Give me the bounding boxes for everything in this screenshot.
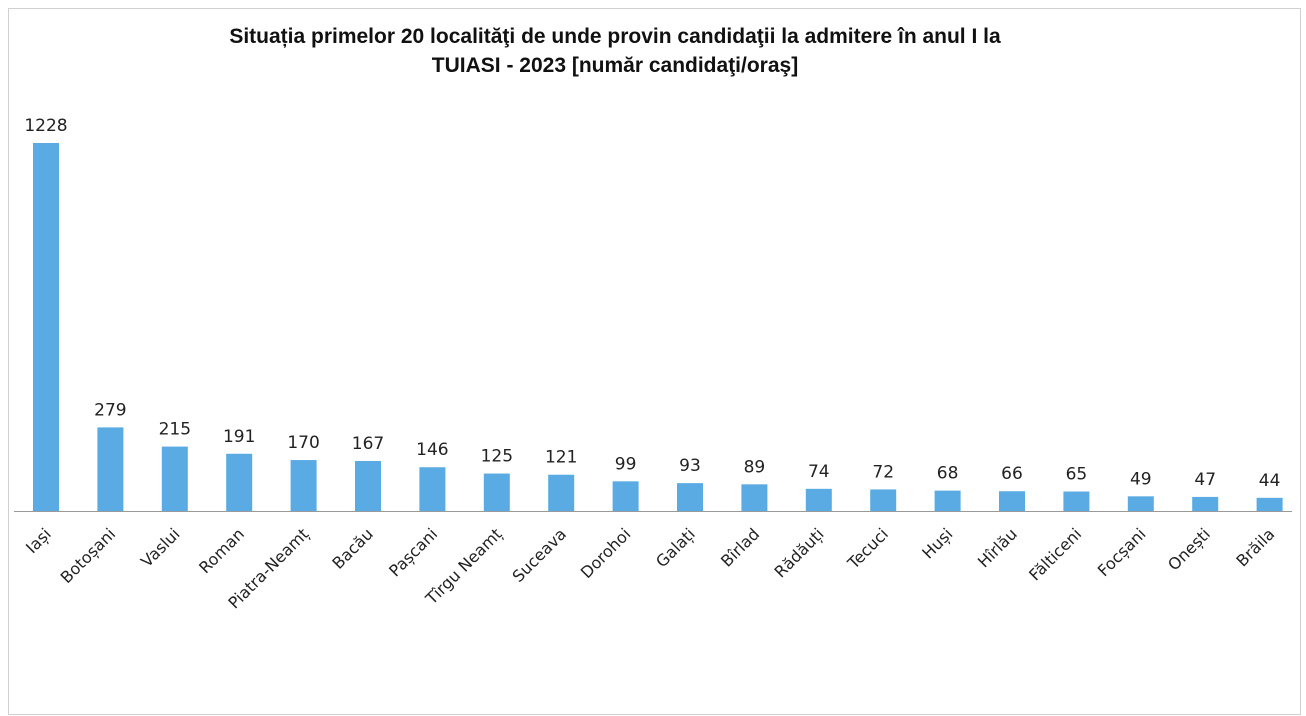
category-tick-label: Onești xyxy=(1164,524,1214,574)
bar xyxy=(999,491,1025,511)
bar xyxy=(33,143,59,511)
data-label: 68 xyxy=(937,464,959,484)
data-label: 167 xyxy=(352,434,384,454)
data-label: 170 xyxy=(287,433,319,453)
category-tick-label: Focșani xyxy=(1094,524,1150,580)
data-label: 44 xyxy=(1259,471,1281,491)
bar xyxy=(97,427,124,511)
data-label: 99 xyxy=(615,454,637,474)
category-tick-label: Tecuci xyxy=(843,524,892,573)
data-label: 65 xyxy=(1066,465,1088,485)
data-label: 125 xyxy=(481,447,513,467)
category-tick-label: Dorohoi xyxy=(577,524,635,582)
category-tick-label: Vaslui xyxy=(137,524,184,571)
bar xyxy=(612,481,639,511)
data-label: 66 xyxy=(1001,464,1023,484)
category-tick-label: Pașcani xyxy=(385,524,441,580)
chart-frame xyxy=(8,8,1301,715)
category-tick-label: Galați xyxy=(652,524,699,571)
bar xyxy=(226,453,253,511)
data-label: 49 xyxy=(1130,469,1152,489)
category-tick-label: Fălticeni xyxy=(1025,524,1085,584)
data-label: 72 xyxy=(872,462,894,482)
bar xyxy=(355,460,381,511)
bar xyxy=(290,460,317,511)
data-label: 74 xyxy=(808,462,830,482)
data-label: 279 xyxy=(94,400,126,420)
data-label: 47 xyxy=(1194,470,1216,490)
data-label: 215 xyxy=(159,420,191,440)
bar xyxy=(1256,497,1283,511)
data-label: 89 xyxy=(744,457,766,477)
bar xyxy=(1063,491,1090,511)
data-label: 121 xyxy=(545,448,577,468)
data-label: 1228 xyxy=(24,116,67,136)
category-tick-label: Hîrlău xyxy=(974,524,1021,571)
category-tick-label: Bîrlad xyxy=(717,524,763,570)
category-tick-label: Rădăuți xyxy=(771,524,828,581)
category-tick-label: Roman xyxy=(195,524,248,577)
data-label: 93 xyxy=(679,456,701,476)
bar xyxy=(548,474,575,511)
chart-title-line-2: TUIASI - 2023 [număr candidaţi/oraş] xyxy=(431,54,799,77)
bar xyxy=(419,467,446,511)
category-tick-label: Huși xyxy=(918,524,956,562)
chart-title: Situația primelor 20 localităţi de unde … xyxy=(130,22,1100,80)
bar xyxy=(741,484,768,511)
bar xyxy=(805,488,832,511)
data-label: 146 xyxy=(416,440,448,460)
chart-title-line-1: Situația primelor 20 localităţi de unde … xyxy=(229,25,1001,48)
bar xyxy=(483,473,510,511)
bar xyxy=(161,446,188,511)
bar xyxy=(677,483,703,511)
bar xyxy=(1127,496,1154,511)
category-tick-label: Brăila xyxy=(1232,524,1278,570)
category-tick-label: Iași xyxy=(22,524,55,557)
bar xyxy=(870,489,897,511)
category-tick-label: Suceava xyxy=(508,524,570,586)
bar xyxy=(1192,496,1219,511)
data-label: 191 xyxy=(223,427,255,447)
bar xyxy=(934,490,961,511)
category-tick-label: Bacău xyxy=(328,524,376,572)
category-tick-label: Botoșani xyxy=(57,524,120,587)
